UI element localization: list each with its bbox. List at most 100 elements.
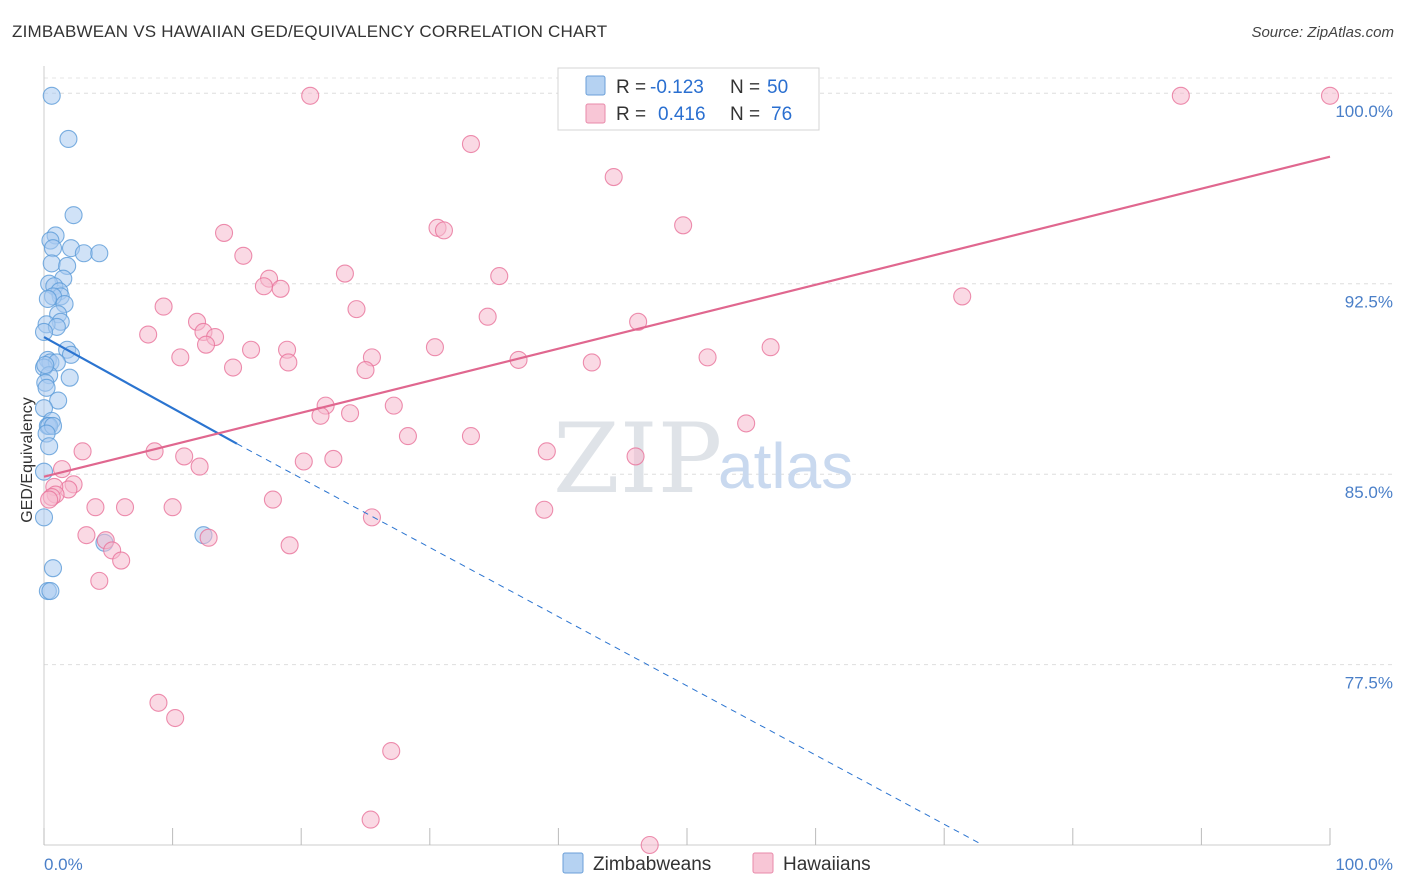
point-hawaiians — [241, 340, 261, 359]
point-zimbabweans — [37, 378, 56, 397]
x-tick-label: 100.0% — [1335, 855, 1393, 874]
point-hawaiians — [629, 312, 648, 331]
point-hawaiians — [301, 86, 320, 105]
axes — [43, 66, 1331, 846]
point-hawaiians — [537, 442, 556, 461]
point-zimbabweans — [74, 244, 93, 263]
point-hawaiians — [86, 498, 105, 517]
stats-r-value-hawaiians: 0.416 — [658, 104, 706, 125]
point-hawaiians — [626, 447, 645, 466]
stats-box: R = -0.123 N = 50 R = 0.416 N = 76 — [557, 67, 820, 131]
point-hawaiians — [112, 551, 131, 570]
point-zimbabweans — [42, 254, 61, 273]
stats-r-label-hawaiians: R = — [616, 104, 646, 125]
stats-n-value-hawaiians: 76 — [771, 104, 792, 125]
point-hawaiians — [356, 361, 375, 380]
point-zimbabweans — [36, 355, 55, 375]
point-hawaiians — [434, 221, 453, 240]
point-hawaiians — [77, 526, 96, 545]
chart-title: ZIMBABWEAN VS HAWAIIAN GED/EQUIVALENCY C… — [12, 22, 608, 41]
point-hawaiians — [335, 264, 354, 283]
point-hawaiians — [40, 490, 59, 509]
point-hawaiians — [73, 442, 92, 461]
point-hawaiians — [1320, 86, 1340, 105]
point-hawaiians — [115, 498, 135, 517]
legend-label-zimbabweans: Zimbabweans — [593, 854, 711, 875]
x-tick-label: 0.0% — [44, 855, 83, 874]
stats-n-value-zimbabweans: 50 — [767, 77, 788, 98]
point-hawaiians — [461, 134, 481, 154]
point-zimbabweans — [42, 86, 61, 105]
point-hawaiians — [461, 427, 481, 446]
point-zimbabweans — [60, 368, 79, 387]
legend-label-hawaiians: Hawaiians — [783, 854, 871, 875]
point-hawaiians — [347, 300, 366, 319]
y-tick-label: 100.0% — [1335, 102, 1393, 121]
point-hawaiians — [1171, 86, 1190, 105]
point-zimbabweans — [38, 289, 57, 309]
point-hawaiians — [490, 267, 509, 286]
point-hawaiians — [382, 741, 401, 761]
point-hawaiians — [149, 693, 168, 712]
point-hawaiians — [52, 460, 72, 479]
point-hawaiians — [263, 490, 282, 509]
point-hawaiians — [154, 297, 173, 316]
point-hawaiians — [425, 338, 444, 357]
trend-line-zimbabweans — [43, 336, 238, 445]
point-hawaiians — [139, 325, 158, 344]
point-hawaiians — [953, 287, 972, 306]
legend-swatch-hawaiians — [752, 852, 774, 874]
point-zimbabweans — [59, 129, 78, 149]
stats-r-label-zimbabweans: R = — [616, 77, 646, 98]
source-label: Source: ZipAtlas.com — [1251, 24, 1394, 41]
point-hawaiians — [341, 404, 360, 423]
grid-lines — [44, 77, 1392, 666]
stats-swatch-hawaiians — [585, 103, 606, 124]
point-hawaiians — [294, 452, 313, 471]
point-hawaiians — [90, 571, 109, 590]
point-hawaiians — [582, 353, 601, 372]
y-tick-label: 85.0% — [1345, 483, 1393, 502]
point-hawaiians — [737, 414, 756, 433]
point-hawaiians — [196, 335, 216, 354]
point-hawaiians — [254, 277, 273, 296]
point-hawaiians — [478, 307, 497, 326]
stats-swatch-zimbabweans — [585, 75, 606, 96]
point-zimbabweans — [64, 206, 83, 225]
point-zimbabweans — [34, 322, 54, 342]
point-zimbabweans — [43, 559, 63, 578]
point-hawaiians — [324, 449, 343, 469]
point-hawaiians — [535, 500, 554, 519]
trend-extension-zimbabweans — [236, 443, 984, 846]
point-hawaiians — [166, 708, 185, 728]
point-hawaiians — [698, 348, 717, 367]
y-tick-label: 77.5% — [1345, 674, 1393, 693]
point-hawaiians — [223, 358, 243, 377]
point-hawaiians — [190, 457, 209, 476]
point-hawaiians — [361, 810, 380, 829]
point-hawaiians — [604, 167, 623, 187]
point-zimbabweans — [43, 239, 63, 258]
point-hawaiians — [163, 498, 182, 517]
point-hawaiians — [398, 427, 417, 446]
point-hawaiians — [171, 348, 190, 367]
point-hawaiians — [214, 223, 234, 242]
point-hawaiians — [280, 536, 299, 555]
point-zimbabweans — [34, 508, 54, 527]
trend-lines — [43, 155, 1331, 846]
point-hawaiians — [384, 396, 403, 415]
point-hawaiians — [175, 447, 194, 466]
tick-labels: 100.0% 92.5% 85.0% 77.5% 0.0% 100.0% — [44, 102, 1393, 874]
legend-swatch-zimbabweans — [562, 852, 584, 874]
point-zimbabweans — [90, 244, 109, 263]
stats-r-value-zimbabweans: -0.123 — [650, 77, 704, 98]
point-zimbabweans — [41, 581, 60, 601]
point-zimbabweans — [40, 437, 59, 456]
data-points — [34, 86, 1340, 855]
y-tick-label: 92.5% — [1345, 293, 1393, 312]
point-zimbabweans — [34, 462, 54, 481]
trend-line-hawaiians — [43, 155, 1331, 478]
point-hawaiians — [761, 338, 780, 357]
point-hawaiians — [674, 216, 693, 235]
